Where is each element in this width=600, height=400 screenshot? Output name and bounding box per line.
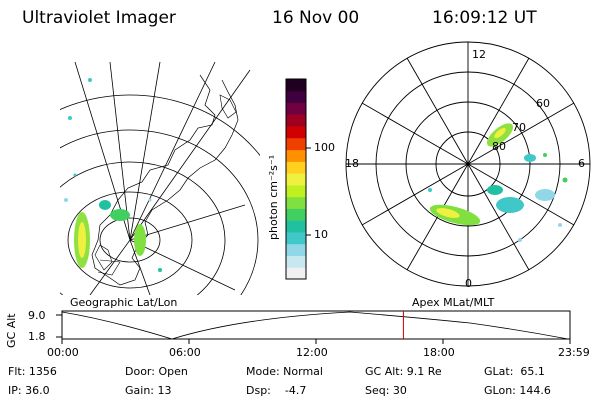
colorbar-stripe — [286, 173, 306, 186]
lat-80-label: 80 — [492, 140, 506, 153]
colorbar-stripe — [286, 79, 306, 92]
altitude-plot — [56, 310, 571, 344]
colorbar-tick-100: 100 — [314, 141, 335, 154]
mlt-18-label: 18 — [345, 157, 359, 170]
colorbar-stripe — [286, 255, 306, 268]
geo-longitude: GLon: 144.6 — [484, 384, 551, 397]
mode-value: Mode: Normal — [246, 365, 323, 378]
colorbar-unit-label: photon cm⁻²s⁻¹ — [267, 154, 280, 240]
gc-altitude: GC Alt: 9.1 Re — [365, 365, 442, 378]
polar-aurora-emission — [428, 123, 568, 242]
altitude-ytick-bottom: 1.8 — [28, 330, 46, 343]
altitude-xtick-2: 12:00 — [296, 346, 328, 359]
apex-panel-label: Apex MLat/MLT — [412, 296, 495, 309]
date-label: 16 Nov 00 — [272, 8, 360, 28]
colorbar-stripe — [286, 149, 306, 162]
mlt-6-label: 6 — [578, 157, 585, 170]
instrument-title: Ultraviolet Imager — [22, 8, 176, 28]
colorbar — [285, 78, 311, 280]
gain-value: Gain: 13 — [125, 384, 172, 397]
colorbar-stripe — [286, 114, 306, 127]
colorbar-stripe — [286, 243, 306, 256]
colorbar-stripe — [286, 267, 306, 280]
colorbar-stripe — [286, 208, 306, 221]
door-status: Door: Open — [125, 365, 188, 378]
colorbar-tick-10: 10 — [314, 228, 328, 241]
time-label: 16:09:12 UT — [432, 8, 537, 28]
geographic-panel-label: Geographic Lat/Lon — [70, 296, 178, 309]
altitude-xtick-0: 00:00 — [47, 346, 79, 359]
altitude-xtick-3: 18:00 — [423, 346, 455, 359]
lat-60-label: 60 — [536, 97, 550, 110]
colorbar-stripe — [286, 102, 306, 115]
geo-latitude: GLat: 65.1 — [484, 365, 545, 378]
sequence-number: Seq: 30 — [365, 384, 407, 397]
altitude-ylabel: GC Alt — [5, 313, 18, 348]
altitude-xtick-1: 06:00 — [169, 346, 201, 359]
colorbar-stripe — [286, 220, 306, 233]
colorbar-stripe — [286, 126, 306, 139]
colorbar-stripe — [286, 231, 306, 245]
mlt-0-label: 0 — [465, 277, 472, 290]
mlt-12-label: 12 — [472, 48, 486, 61]
polar-plot — [345, 41, 591, 287]
altitude-xtick-4: 23:59 — [558, 346, 590, 359]
altitude-curve — [61, 311, 569, 340]
colorbar-stripe — [286, 184, 306, 198]
colorbar-stripe — [286, 196, 306, 209]
colorbar-stripe — [286, 137, 306, 151]
left-aurora-emission — [64, 78, 162, 272]
lat-70-label: 70 — [512, 121, 526, 134]
ip-value: IP: 36.0 — [8, 384, 50, 397]
altitude-ytick-top: 9.0 — [28, 309, 46, 322]
colorbar-stripe — [286, 90, 306, 104]
flight-number: Flt: 1356 — [8, 365, 57, 378]
colorbar-stripe — [286, 161, 306, 174]
dsp-value: Dsp: -4.7 — [246, 384, 307, 397]
geographic-map — [60, 61, 260, 295]
